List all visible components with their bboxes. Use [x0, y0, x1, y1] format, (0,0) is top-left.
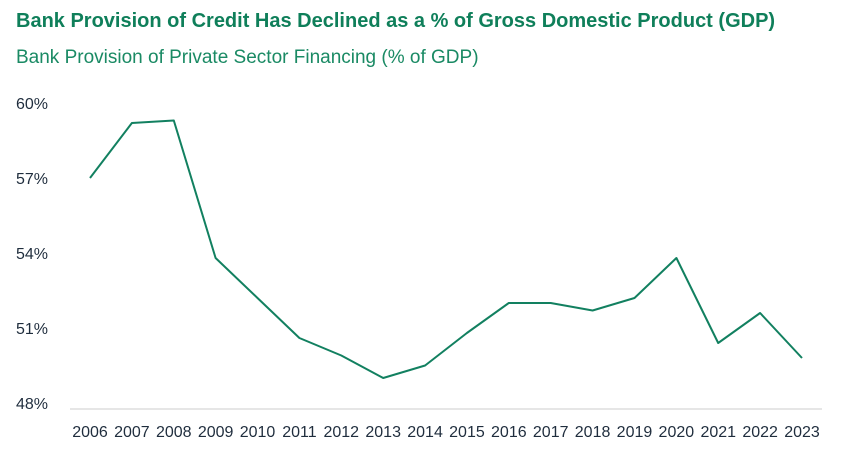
y-tick-label: 48% — [16, 396, 48, 413]
y-tick-label: 57% — [16, 171, 48, 188]
x-tick-label: 2021 — [700, 424, 736, 441]
x-tick-label: 2022 — [742, 424, 778, 441]
x-tick-label: 2020 — [659, 424, 695, 441]
series-line — [89, 119, 803, 379]
x-tick-label: 2012 — [323, 424, 359, 441]
x-tick-label: 2023 — [784, 424, 820, 441]
x-tick-label: 2018 — [575, 424, 611, 441]
x-tick-label: 2011 — [282, 424, 317, 441]
y-tick-label: 60% — [16, 96, 48, 113]
x-tick-label: 2008 — [156, 424, 192, 441]
x-tick-label: 2019 — [617, 424, 653, 441]
x-tick-label: 2006 — [72, 424, 108, 441]
x-tick-label: 2017 — [533, 424, 569, 441]
x-tick-label: 2007 — [114, 424, 150, 441]
x-tick-label: 2016 — [491, 424, 527, 441]
chart-title: Bank Provision of Credit Has Declined as… — [16, 10, 776, 32]
series-group — [89, 119, 803, 379]
x-tick-label: 2010 — [240, 424, 276, 441]
y-tick-label: 51% — [16, 321, 48, 338]
y-axis: 48% 51% 54% 57% 60% — [16, 96, 48, 413]
y-tick-label: 54% — [16, 246, 48, 263]
x-tick-label: 2009 — [198, 424, 234, 441]
x-tick-label: 2014 — [407, 424, 443, 441]
x-tick-label: 2013 — [365, 424, 401, 441]
chart-subtitle: Bank Provision of Private Sector Financi… — [16, 47, 479, 68]
x-axis: 2006 2007 2008 2009 2010 2011 2012 2013 2014 2015… — [70, 408, 822, 441]
x-tick-label: 2015 — [449, 424, 485, 441]
